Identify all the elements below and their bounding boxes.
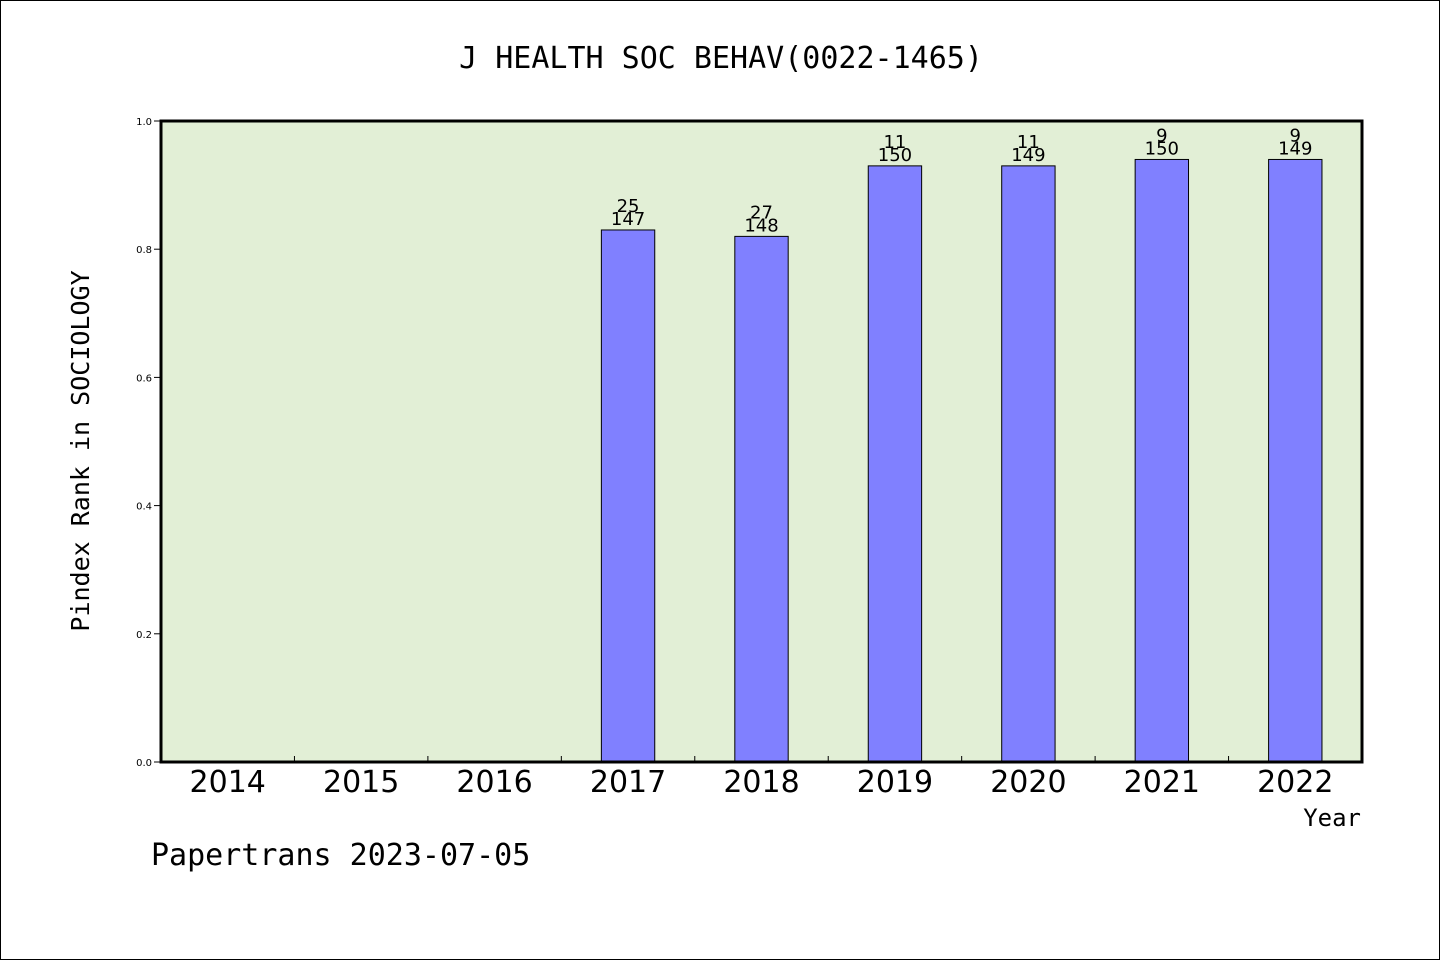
y-tick-label: 1.0 [136, 117, 152, 128]
bar-rank-label: 9 [1290, 125, 1301, 146]
y-tick-label: 0.8 [136, 245, 152, 256]
bar-2020 [1001, 165, 1056, 763]
x-axis-label: Year [1303, 804, 1361, 832]
x-tick-label: 2020 [990, 765, 1066, 800]
bar-total-label: 149 [1278, 138, 1312, 159]
bar-2019 [867, 165, 923, 763]
x-tick-label: 2021 [1124, 765, 1200, 800]
plot-border [159, 119, 1364, 764]
bar-2018 [734, 235, 789, 763]
bar-rank-label: 11 [1017, 132, 1040, 153]
y-axis: 0.0 0.2 0.4 0.6 0.8 1.0 [136, 117, 161, 769]
x-tick-label: 2019 [857, 765, 933, 800]
bar-rank-label: 9 [1156, 125, 1167, 146]
y-axis-label: Pindex Rank in SOCIOLOGY [66, 270, 95, 631]
y-tick-label: 0.2 [136, 630, 152, 641]
bar-total-label: 147 [611, 209, 645, 230]
bar-2021 [1134, 158, 1190, 763]
bar-total-label: 150 [1145, 138, 1179, 159]
bar-total-label: 148 [744, 215, 778, 236]
y-tick-label: 0.0 [136, 758, 152, 769]
bar-rank-label: 25 [617, 196, 640, 217]
bar-rank-label: 11 [883, 132, 906, 153]
footer-credit: Papertrans 2023-07-05 [151, 838, 530, 873]
bar-2022 [1268, 158, 1323, 763]
bar-total-label: 149 [1011, 145, 1045, 166]
x-axis: 2014 2015 2016 2017 2018 2019 2020 2021 2022 [190, 756, 1333, 800]
x-tick-label: 2022 [1257, 765, 1333, 800]
x-tick-label: 2017 [590, 765, 666, 800]
bar-total-label: 150 [878, 145, 912, 166]
x-tick-label: 2016 [456, 765, 532, 800]
y-tick-label: 0.6 [136, 373, 152, 384]
x-tick-label: 2015 [323, 765, 399, 800]
y-tick-label: 0.4 [136, 502, 152, 513]
chart-title: J HEALTH SOC BEHAV(0022-1465) [459, 41, 983, 76]
bar-rank-label: 27 [750, 202, 773, 223]
x-tick-label: 2014 [190, 765, 266, 800]
x-tick-label: 2018 [723, 765, 799, 800]
bar-2017 [600, 229, 656, 763]
